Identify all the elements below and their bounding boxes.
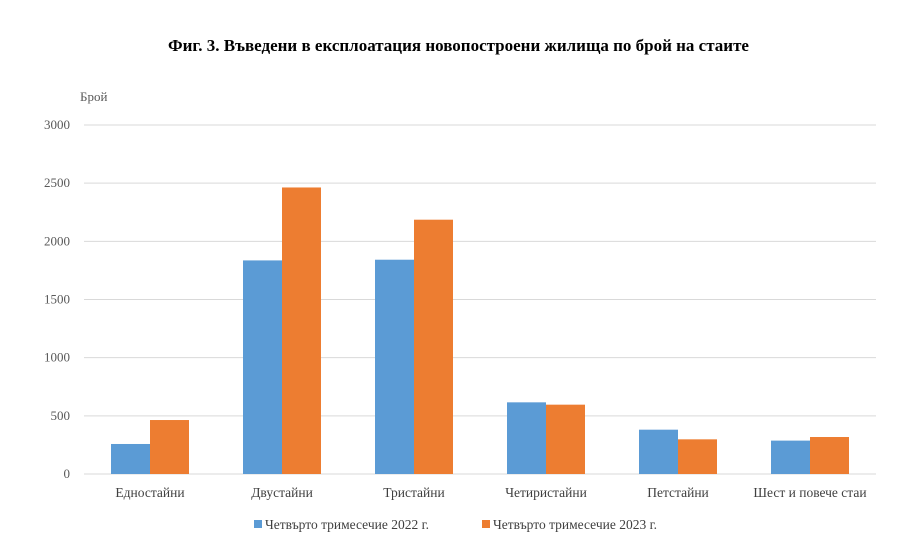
legend-swatch — [254, 520, 262, 528]
x-tick-label: Шест и повече стаи — [753, 485, 866, 500]
legend-label: Четвърто тримесечие 2022 г. — [265, 517, 429, 532]
legend-swatch — [482, 520, 490, 528]
bar-2022 — [243, 260, 282, 474]
chart-title: Фиг. 3. Въведени в експлоатация новопост… — [168, 36, 749, 55]
y-axis-label: Брой — [80, 89, 107, 104]
bar-2022 — [111, 443, 150, 474]
bar-2023 — [150, 420, 189, 474]
x-tick-label: Четиристайни — [505, 485, 587, 500]
bar-2022 — [375, 259, 414, 474]
y-tick-label: 0 — [64, 466, 71, 481]
bar-2022 — [771, 440, 810, 474]
bar-2023 — [282, 187, 321, 474]
bar-2022 — [639, 429, 678, 474]
bar-2023 — [546, 404, 585, 474]
bar-2023 — [810, 437, 849, 474]
bar-2023 — [414, 219, 453, 474]
y-tick-label: 2000 — [44, 233, 70, 248]
bar-2023 — [678, 439, 717, 474]
bar-2022 — [507, 402, 546, 474]
x-tick-label: Тристайни — [383, 485, 444, 500]
y-tick-label: 2500 — [44, 175, 70, 190]
y-tick-label: 1500 — [44, 292, 70, 307]
x-tick-label: Двустайни — [251, 485, 313, 500]
legend-label: Четвърто тримесечие 2023 г. — [493, 517, 657, 532]
x-tick-label: Едностайни — [115, 485, 184, 500]
y-tick-label: 500 — [51, 408, 71, 423]
x-tick-label: Петстайни — [647, 485, 709, 500]
y-tick-label: 3000 — [44, 117, 70, 132]
y-tick-label: 1000 — [44, 350, 70, 365]
